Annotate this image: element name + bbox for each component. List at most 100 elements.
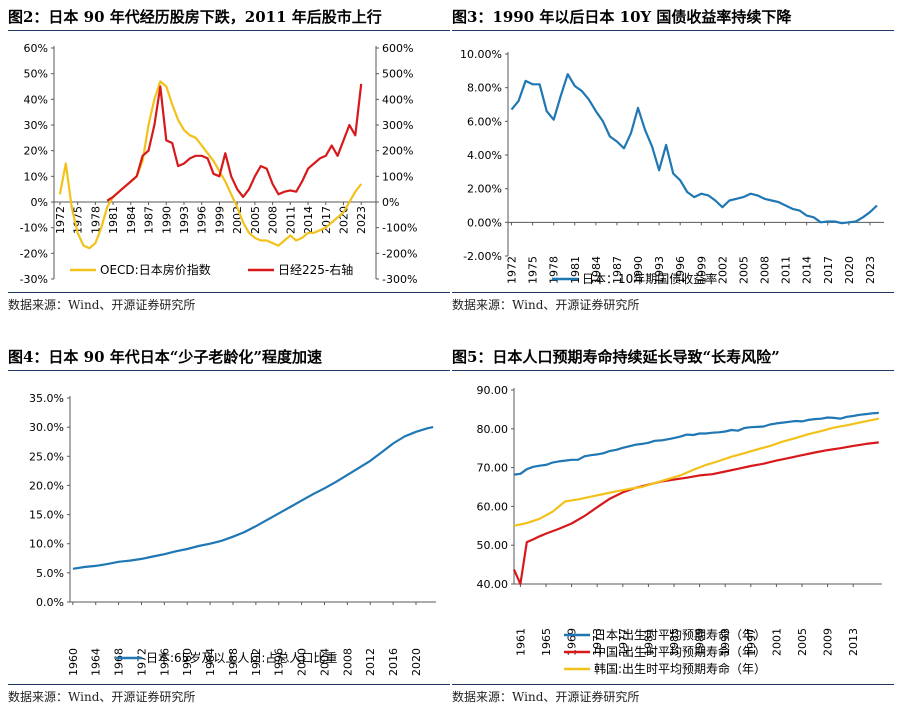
x-tick-label: 2014 xyxy=(801,256,814,284)
x-tick-label: 2004 xyxy=(318,648,331,676)
x-tick-label: 2017 xyxy=(320,206,333,234)
y-tick-label: 20.0% xyxy=(29,479,64,492)
x-tick-label: 2020 xyxy=(338,206,351,234)
series-line-1 xyxy=(72,426,434,570)
series-line-1 xyxy=(58,80,363,250)
y-tick-label: -10% xyxy=(20,222,48,235)
figure-4-panel: 图4：日本 90 年代日本“少子老龄化”程度加速 0.0% 5.0% 10.0% 15… xyxy=(8,346,450,718)
y-tick-label: 0% xyxy=(31,196,48,209)
y-tick-label: -2.00% xyxy=(463,250,502,263)
y-right-tick-label: 400% xyxy=(382,93,413,106)
x-tick-label: 2020 xyxy=(410,648,423,676)
x-tick-label: 1964 xyxy=(90,648,103,676)
y-tick-label: 2.00% xyxy=(467,183,502,196)
x-tick-label: 2008 xyxy=(341,648,354,676)
x-tick-label: 1985 xyxy=(668,628,681,656)
y-right-tick-label: -200% xyxy=(382,247,417,260)
x-tick-label: 2009 xyxy=(822,628,835,656)
x-tick-label: 2023 xyxy=(864,256,877,284)
x-tick-label: 1978 xyxy=(89,206,102,234)
x-tick-label: 2016 xyxy=(387,648,400,676)
figure-3-chart: -2.00% 0.00% 2.00% 4.00% 6.00% 8.00% 10.00% 197… xyxy=(460,48,884,286)
y-tick-label: 60% xyxy=(24,42,48,55)
x-tick-label: 2008 xyxy=(759,256,772,284)
legend-label-2: 日经225-右轴 xyxy=(278,262,353,277)
x-tick-label: 2011 xyxy=(780,256,793,284)
y-tick-label: 40.00 xyxy=(477,578,509,591)
x-tick-label: 1999 xyxy=(213,206,226,234)
figure-2-title: 图2：日本 90 年代经历股房下跌，2011 年后股市上行 xyxy=(8,6,450,31)
x-tick-label: 1981 xyxy=(569,256,582,284)
y-right-tick-label: 500% xyxy=(382,68,413,81)
x-tick-label: 1984 xyxy=(204,648,217,676)
series-line-3 xyxy=(513,417,880,527)
x-tick-label: 1980 xyxy=(181,648,194,676)
x-tick-label: 1999 xyxy=(695,256,708,284)
y-tick-label: 50% xyxy=(24,68,48,81)
y-tick-label: 70.00 xyxy=(477,462,509,475)
x-tick-label: 1981 xyxy=(107,206,120,234)
y-tick-label: 8.00% xyxy=(467,82,502,95)
x-tick-label: 1984 xyxy=(125,206,138,234)
x-tick-label: 1975 xyxy=(527,256,540,284)
legend-label-1: 日本:65岁及以上人口:占总人口比重 xyxy=(146,650,337,665)
x-tick-label: 2002 xyxy=(716,256,729,284)
y-tick-label: 0.0% xyxy=(36,596,64,609)
y-tick-label: 30% xyxy=(24,119,48,132)
x-tick-label: 2017 xyxy=(822,256,835,284)
x-tick-label: 2005 xyxy=(249,206,262,234)
y-tick-label: 6.00% xyxy=(467,115,502,128)
x-tick-label: 1961 xyxy=(514,628,527,656)
x-tick-label: 1987 xyxy=(611,256,624,284)
figure-5-panel: 图5：日本人口预期寿命持续延长导致“长寿风险” 40.00 50.00 60.00 7… xyxy=(452,346,894,718)
x-tick-label: 2012 xyxy=(364,648,377,676)
x-tick-label: 1987 xyxy=(143,206,156,234)
y-right-tick-label: 200% xyxy=(382,145,413,158)
x-tick-label: 1997 xyxy=(745,628,758,656)
x-tick-label: 2001 xyxy=(770,628,783,656)
figure-5-source: 数据来源：Wind、开源证券研究所 xyxy=(452,684,894,706)
y-tick-label: 0.00% xyxy=(467,216,502,229)
x-tick-label: 1960 xyxy=(67,648,80,676)
legend-label-2: 中国:出生时平均预期寿命（年） xyxy=(594,644,766,659)
y-tick-label: -30% xyxy=(20,273,48,286)
y-right-tick-label: -100% xyxy=(382,222,417,235)
figure-2-source: 数据来源：Wind、开源证券研究所 xyxy=(8,292,450,314)
series-line-1 xyxy=(513,411,879,476)
series-line-1 xyxy=(510,73,878,225)
figure-4-source: 数据来源：Wind、开源证券研究所 xyxy=(8,684,450,706)
figure-5-title: 图5：日本人口预期寿命持续延长导致“长寿风险” xyxy=(452,346,894,371)
x-tick-label: 1981 xyxy=(642,628,655,656)
x-tick-label: 1972 xyxy=(506,256,519,284)
x-tick-label: 2005 xyxy=(737,256,750,284)
x-tick-label: 1977 xyxy=(617,628,630,656)
y-right-tick-label: 600% xyxy=(382,42,413,55)
figure-3-source: 数据来源：Wind、开源证券研究所 xyxy=(452,292,894,314)
figure-4-title: 图4：日本 90 年代日本“少子老龄化”程度加速 xyxy=(8,346,450,371)
legend-label-3: 韩国:出生时平均预期寿命（年） xyxy=(594,661,766,676)
y-tick-label: 5.0% xyxy=(36,567,64,580)
legend-label-1: OECD:日本房价指数 xyxy=(100,262,211,277)
figure-3-title: 图3：1990 年以后日本 10Y 国债收益率持续下降 xyxy=(452,6,894,31)
x-tick-label: 2023 xyxy=(355,206,368,234)
series-line-2 xyxy=(512,441,879,586)
x-tick-label: 1996 xyxy=(273,648,286,676)
x-tick-label: 2013 xyxy=(847,628,860,656)
x-tick-label: 2011 xyxy=(284,206,297,234)
y-tick-label: 90.00 xyxy=(477,384,509,397)
legend-label-1: 日本:出生时平均预期寿命（年） xyxy=(594,627,766,642)
y-tick-label: 10.0% xyxy=(29,538,64,551)
y-tick-label: 4.00% xyxy=(467,149,502,162)
x-tick-label: 1968 xyxy=(113,648,126,676)
x-tick-label: 1996 xyxy=(674,256,687,284)
x-tick-label: 2014 xyxy=(302,206,315,234)
y-tick-label: 30.0% xyxy=(29,421,64,434)
y-right-tick-label: 0% xyxy=(382,196,399,209)
x-tick-label: 1973 xyxy=(591,628,604,656)
x-tick-label: 1975 xyxy=(72,206,85,234)
x-tick-label: 1989 xyxy=(694,628,707,656)
x-tick-label: 1996 xyxy=(196,206,209,234)
y-tick-label: -20% xyxy=(20,247,48,260)
x-tick-label: 1990 xyxy=(632,256,645,284)
y-tick-label: 25.0% xyxy=(29,450,64,463)
